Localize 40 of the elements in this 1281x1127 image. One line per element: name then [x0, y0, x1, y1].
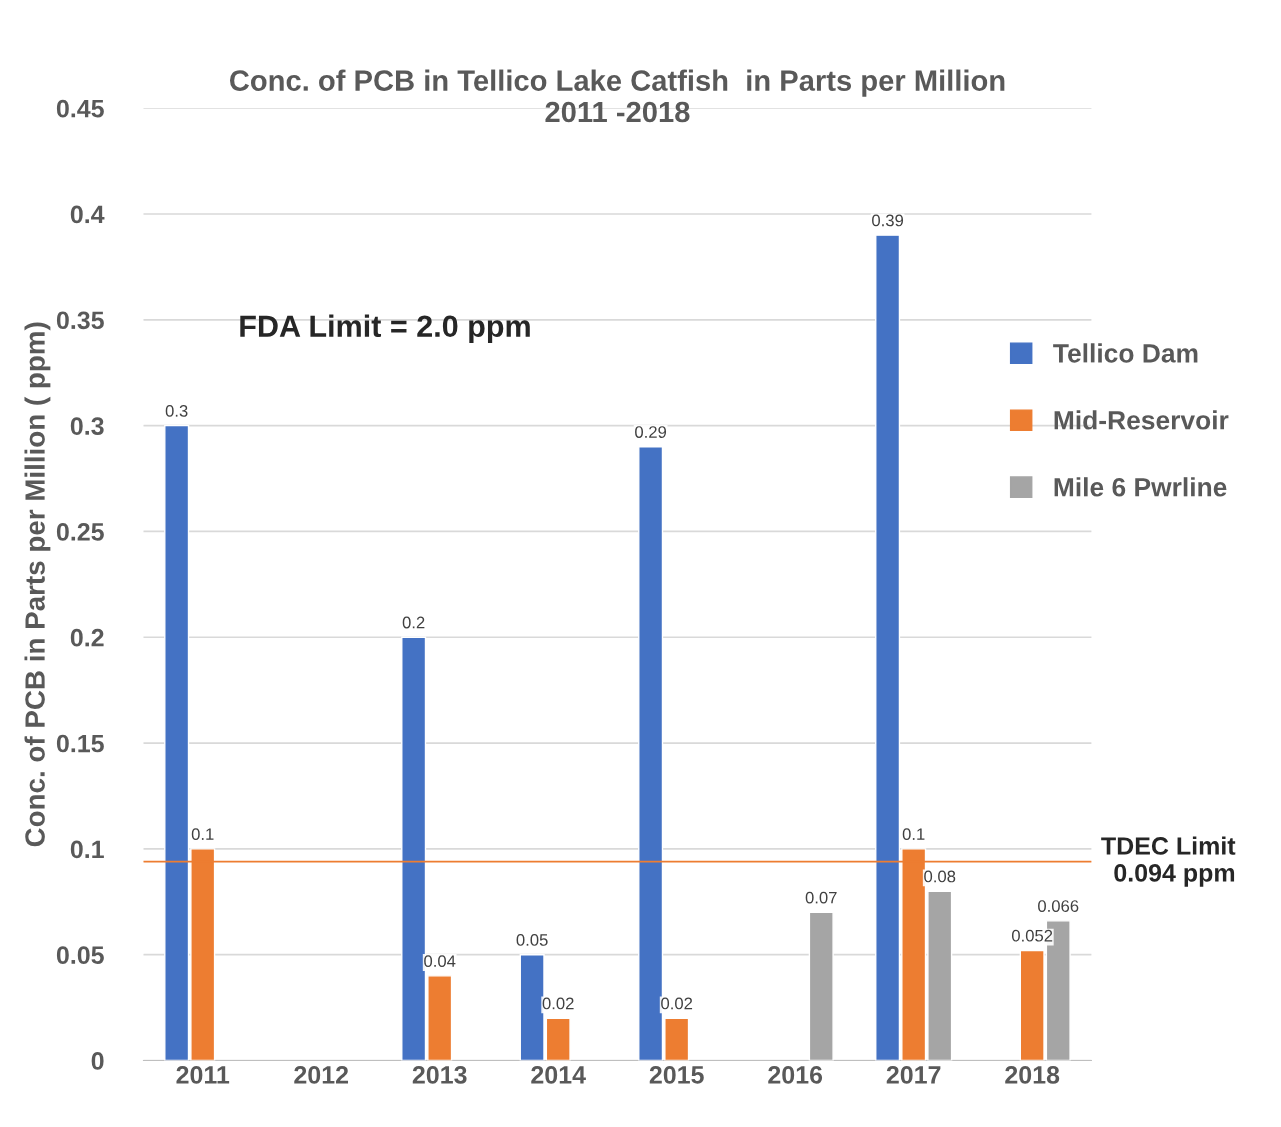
bar — [808, 911, 834, 1061]
y-tick-label: 0.2 — [70, 628, 104, 647]
legend-label: Tellico Dam — [1053, 343, 1198, 363]
y-tick-label: 0.45 — [56, 99, 104, 118]
data-label: 0.02 — [542, 997, 574, 1010]
x-tick-label: 2014 — [531, 1066, 586, 1084]
data-label: 0.1 — [191, 828, 214, 841]
data-label: 0.2 — [402, 616, 425, 629]
ref-line-label: TDEC Limit 0.094 ppm — [1101, 836, 1236, 887]
legend-label: Mid-Reservoir — [1054, 410, 1229, 430]
y-axis-title: Conc. of PCB in Parts per Million ( ppm) — [24, 322, 51, 847]
legend-label: Mile 6 Pwrline — [1054, 477, 1227, 497]
y-tick-label: 0.3 — [70, 417, 104, 435]
data-label: 0.29 — [635, 426, 667, 438]
y-tick-label: 0.15 — [56, 734, 104, 753]
data-label: 0.1 — [902, 828, 925, 841]
data-label: 0.04 — [424, 955, 456, 968]
data-label: 0.07 — [805, 891, 837, 904]
x-tick-label: 2013 — [412, 1066, 467, 1084]
y-tick-label: 0.4 — [70, 205, 105, 224]
x-tick-label: 2011 — [176, 1066, 230, 1084]
x-tick-label: 2018 — [1005, 1066, 1060, 1084]
x-tick-label: 2012 — [294, 1066, 349, 1084]
data-label: 0.052 — [1011, 929, 1053, 942]
data-label: 0.08 — [924, 870, 956, 883]
chart-title: Conc. of PCB in Tellico Lake Catfish in Parts per Million 2011 -2018 — [229, 69, 1005, 123]
y-tick-label: 0.35 — [56, 311, 104, 330]
y-tick-label: 0.05 — [56, 946, 104, 964]
data-label: 0.05 — [516, 934, 548, 946]
x-tick-label: 2017 — [886, 1066, 941, 1084]
y-tick-label: 0 — [91, 1052, 104, 1070]
data-label: 0.02 — [661, 997, 693, 1010]
x-tick-label: 2015 — [649, 1066, 704, 1084]
annotation: FDA Limit = 2.0 ppm — [240, 314, 530, 344]
data-label: 0.066 — [1038, 900, 1079, 912]
y-tick-label: 0.25 — [56, 523, 104, 541]
data-label: 0.3 — [165, 404, 188, 417]
x-tick-label: 2016 — [768, 1066, 823, 1084]
y-tick-label: 0.1 — [70, 840, 104, 859]
data-label: 0.39 — [872, 214, 904, 227]
